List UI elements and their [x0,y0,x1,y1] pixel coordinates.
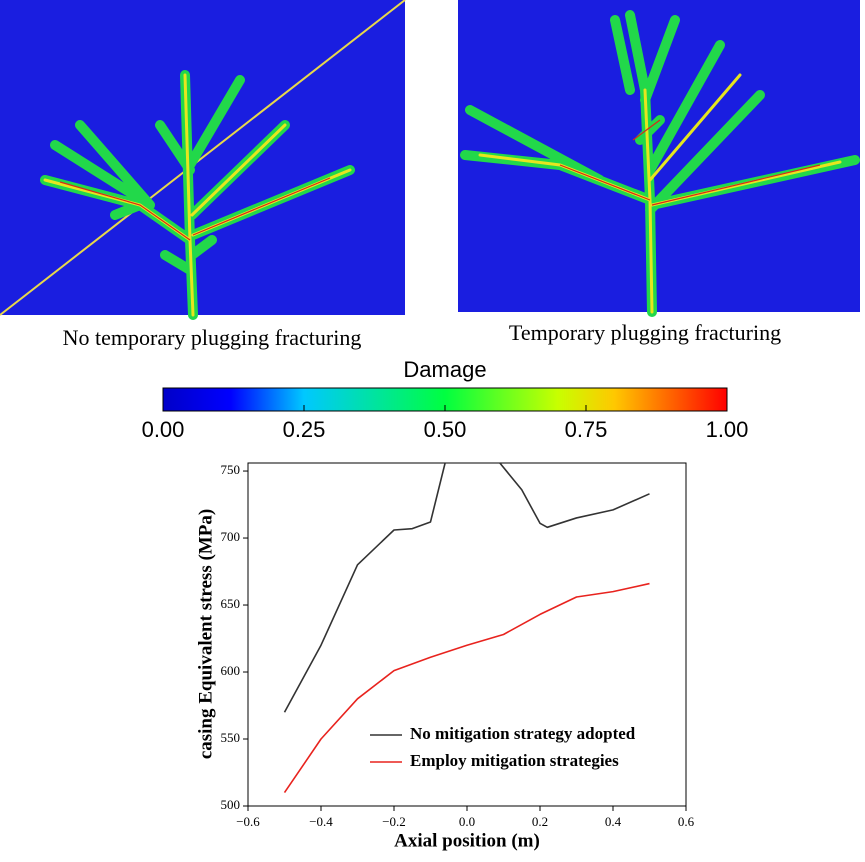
legend-label: No mitigation strategy adopted [410,724,636,743]
x-tick-label: −0.2 [382,814,406,829]
y-tick-label: 600 [221,663,241,678]
y-tick-label: 550 [221,730,241,745]
legend-label: Employ mitigation strategies [410,751,619,770]
x-tick-label: 0.2 [532,814,548,829]
y-axis-label: casing Equivalent stress (MPa) [195,509,216,759]
colorbar-tick-label: 0.00 [142,417,185,442]
y-tick-label: 750 [221,462,241,477]
colorbar-tick-label: 0.75 [565,417,608,442]
colorbar-tick-label: 0.25 [283,417,326,442]
series-line [283,582,650,794]
panel-caption: No temporary plugging fracturing [63,325,362,350]
panel-caption: Temporary plugging fracturing [509,320,781,345]
x-tick-label: 0.0 [459,814,475,829]
colorbar-tick-label: 1.00 [706,417,749,442]
y-tick-label: 650 [221,596,241,611]
x-tick-label: 0.4 [605,814,622,829]
y-tick-label: 700 [221,529,241,544]
plot-lines [283,463,650,794]
colorbar-title: Damage [403,357,486,382]
series-line [283,463,650,713]
x-axis-label: Axial position (m) [394,830,540,851]
x-tick-label: −0.4 [309,814,333,829]
y-tick-label: 500 [221,797,241,812]
x-tick-label: −0.6 [236,814,260,829]
x-tick-label: 0.6 [678,814,695,829]
colorbar-tick-label: 0.50 [424,417,467,442]
left-simulation [0,0,406,320]
right-simulation [458,0,860,317]
